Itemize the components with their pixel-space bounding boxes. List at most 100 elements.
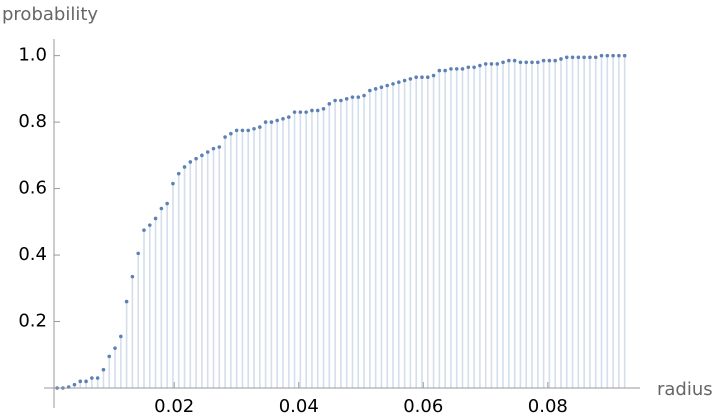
- point: [611, 53, 615, 58]
- point: [211, 146, 216, 151]
- point: [373, 87, 378, 91]
- y-tick-label: 1.0: [18, 45, 47, 66]
- point: [402, 78, 407, 83]
- point: [425, 75, 430, 80]
- point: [188, 160, 193, 164]
- point: [182, 165, 187, 169]
- point: [564, 55, 569, 60]
- point: [518, 60, 523, 65]
- point: [72, 382, 77, 387]
- x-tick-label: 0.04: [279, 396, 319, 417]
- point: [460, 67, 465, 71]
- point: [327, 102, 332, 106]
- point: [547, 58, 552, 63]
- point: [414, 75, 418, 80]
- point: [559, 57, 563, 61]
- point: [368, 88, 372, 93]
- point: [84, 379, 88, 384]
- point: [553, 58, 557, 63]
- point: [507, 58, 511, 63]
- point: [107, 354, 112, 359]
- point: [362, 93, 366, 98]
- point: [339, 98, 343, 103]
- point: [286, 115, 291, 119]
- point: [136, 251, 140, 256]
- x-tick-label: 0.06: [403, 396, 443, 417]
- point: [229, 131, 233, 136]
- point: [397, 80, 401, 85]
- point: [570, 55, 575, 60]
- point: [391, 82, 395, 86]
- point: [478, 63, 482, 68]
- point: [321, 107, 326, 111]
- point: [379, 85, 384, 89]
- point: [95, 376, 100, 380]
- point: [252, 126, 256, 131]
- point: [147, 223, 152, 227]
- point: [350, 95, 355, 99]
- point: [217, 145, 222, 149]
- point: [124, 299, 129, 304]
- point: [315, 108, 320, 113]
- point: [443, 68, 447, 73]
- point: [304, 110, 308, 114]
- point: [622, 53, 627, 58]
- point: [431, 73, 436, 78]
- point: [101, 367, 106, 372]
- y-tick-label: 0.6: [18, 178, 47, 199]
- point: [130, 274, 135, 279]
- point: [333, 98, 337, 103]
- point: [205, 150, 210, 154]
- y-axis-label: probability: [2, 4, 98, 25]
- point: [495, 62, 500, 66]
- point: [489, 62, 494, 66]
- point: [582, 55, 586, 60]
- point: [200, 153, 204, 158]
- point: [408, 77, 413, 81]
- x-axis-label: radius: [657, 379, 713, 400]
- point: [501, 60, 505, 65]
- point: [246, 128, 251, 133]
- point: [142, 228, 146, 232]
- point: [541, 58, 546, 63]
- y-tick-label: 0.4: [18, 244, 47, 265]
- point: [223, 135, 227, 139]
- point: [344, 97, 349, 101]
- point: [593, 55, 598, 60]
- point: [449, 67, 453, 71]
- point: [78, 379, 83, 384]
- point: [269, 120, 274, 124]
- point: [385, 83, 390, 88]
- point: [153, 216, 158, 221]
- point: [275, 118, 279, 123]
- x-tick-label: 0.02: [154, 396, 194, 417]
- point: [234, 128, 239, 133]
- point: [524, 60, 529, 65]
- point: [263, 120, 268, 124]
- point: [599, 53, 604, 58]
- point: [159, 206, 164, 211]
- point: [530, 60, 534, 65]
- point: [240, 128, 245, 133]
- point: [420, 75, 424, 80]
- point: [90, 376, 94, 380]
- point: [454, 67, 459, 71]
- point: [472, 65, 476, 70]
- point: [483, 62, 488, 66]
- point: [588, 55, 592, 60]
- point: [292, 110, 297, 114]
- y-tick-label: 0.8: [18, 111, 47, 132]
- point: [113, 346, 117, 350]
- point: [466, 65, 471, 70]
- point: [356, 95, 361, 99]
- point: [119, 334, 123, 339]
- point: [512, 58, 517, 63]
- point: [176, 171, 181, 176]
- point: [171, 181, 175, 186]
- point: [536, 60, 540, 65]
- point: [298, 110, 303, 114]
- x-tick-label: 0.08: [528, 396, 568, 417]
- point: [258, 125, 262, 129]
- y-tick-label: 0.2: [18, 311, 47, 332]
